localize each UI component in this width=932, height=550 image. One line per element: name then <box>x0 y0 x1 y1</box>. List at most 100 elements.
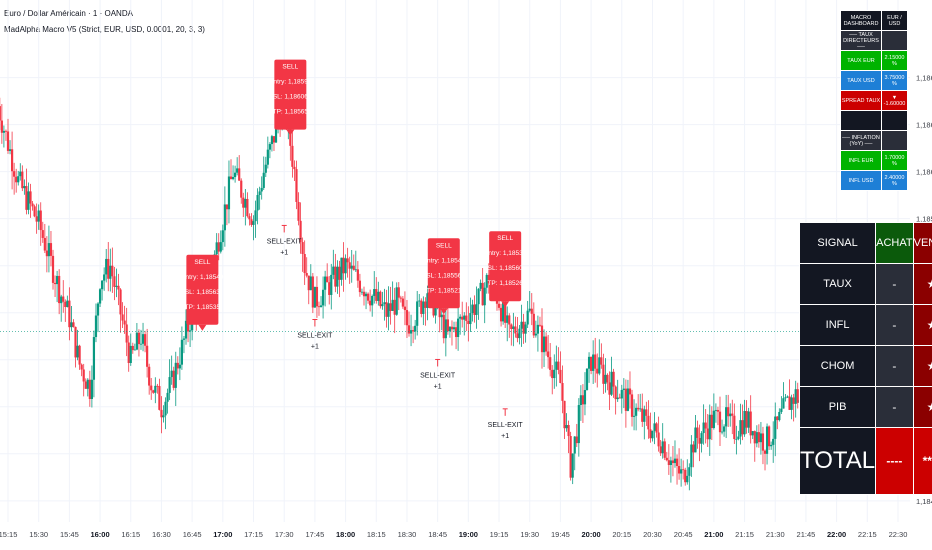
candle <box>15 168 18 193</box>
candle <box>6 118 10 154</box>
candle <box>651 430 654 442</box>
candle <box>520 304 523 347</box>
candle-body <box>96 303 100 316</box>
candle <box>156 383 159 394</box>
candle <box>563 400 566 440</box>
x-tick-label: 17:15 <box>244 530 263 539</box>
candle <box>141 322 145 352</box>
trade-label-text: Entry: 1,18549 <box>181 274 224 281</box>
candle-body <box>53 282 57 285</box>
candle-body <box>135 332 138 350</box>
candle <box>160 396 163 434</box>
candle <box>518 325 521 345</box>
candle-body <box>598 357 601 374</box>
candle-body <box>761 433 765 451</box>
candle <box>254 200 257 238</box>
candle <box>133 343 136 351</box>
candle <box>481 267 484 306</box>
candle <box>524 321 527 343</box>
candle <box>712 393 715 430</box>
candle <box>471 299 474 322</box>
candle-body <box>84 381 87 389</box>
candle-body <box>350 265 353 269</box>
candle <box>27 182 30 215</box>
candle <box>2 125 6 148</box>
candle <box>587 352 591 383</box>
candle-body <box>776 416 779 421</box>
trade-label-text: Entry: 1,18538 <box>484 250 527 257</box>
exit-label-count: +1 <box>434 383 442 390</box>
candle-body <box>162 415 165 418</box>
candle-body <box>369 300 372 306</box>
candle <box>620 384 623 414</box>
candle-body <box>264 164 267 173</box>
candle-body <box>680 469 683 474</box>
candle-body <box>256 195 259 211</box>
signal-header-vente: VENTE <box>912 222 932 264</box>
candle-body <box>184 320 188 339</box>
candle-body <box>215 242 218 255</box>
candle-body <box>35 216 38 222</box>
trade-label-text: SL: 1,18556 <box>426 272 461 279</box>
candle-body <box>330 274 333 295</box>
candle <box>221 224 224 251</box>
candle-body <box>424 301 427 308</box>
candle <box>217 233 220 261</box>
candle-body <box>765 426 769 454</box>
candle-body <box>454 327 458 337</box>
candle-body <box>252 221 255 225</box>
candle <box>659 439 662 456</box>
candle-body <box>659 446 662 454</box>
candle-body <box>722 426 726 432</box>
trade-label-text: SELL <box>282 64 298 71</box>
candle <box>782 382 785 409</box>
candle <box>291 130 294 178</box>
candle-body <box>58 275 61 304</box>
candle-body <box>223 204 226 231</box>
candle <box>780 396 783 415</box>
signal-row-achat: - <box>875 345 914 387</box>
candle <box>135 323 138 351</box>
candle <box>174 351 177 407</box>
candle-body <box>303 254 306 274</box>
signal-total-row: TOTAL ---- **** <box>798 427 932 495</box>
candle-body <box>684 469 687 483</box>
candle <box>13 162 16 195</box>
candle-body <box>158 386 161 410</box>
exit-label: SELL-EXIT +1 <box>297 318 333 350</box>
x-tick-label: 17:00 <box>213 530 232 539</box>
candle-body <box>270 136 274 145</box>
candle-body <box>377 291 380 301</box>
candle-body <box>792 397 795 404</box>
candle <box>45 236 48 273</box>
candle <box>735 425 738 455</box>
candle-body <box>225 204 229 210</box>
candle-body <box>19 171 22 177</box>
candle <box>530 293 533 326</box>
candle-body <box>407 325 411 334</box>
candle <box>649 412 652 443</box>
candle <box>19 163 22 181</box>
candle-body <box>119 289 122 315</box>
candle-body <box>759 433 763 443</box>
signal-labels: SELL Entry: 1,18549 SL: 1,18563 TP: 1,18535… <box>181 59 845 485</box>
candle <box>49 231 53 267</box>
candle <box>334 253 337 293</box>
candle <box>227 160 231 224</box>
candle <box>172 366 175 391</box>
candle <box>420 298 423 318</box>
candle-body <box>452 327 456 330</box>
candle <box>103 267 106 291</box>
candle-body <box>2 130 6 133</box>
candle <box>528 291 531 313</box>
candle <box>747 407 750 433</box>
candle <box>366 292 370 304</box>
candle-body <box>590 356 593 371</box>
candle <box>424 297 427 326</box>
candle-body <box>559 369 562 384</box>
candle <box>622 378 625 409</box>
candle <box>602 353 605 394</box>
indicator-legend[interactable]: MadAlpha Macro V5 (Strict, EUR, USD, 0.0… <box>4 25 205 34</box>
candle-body <box>444 319 447 339</box>
